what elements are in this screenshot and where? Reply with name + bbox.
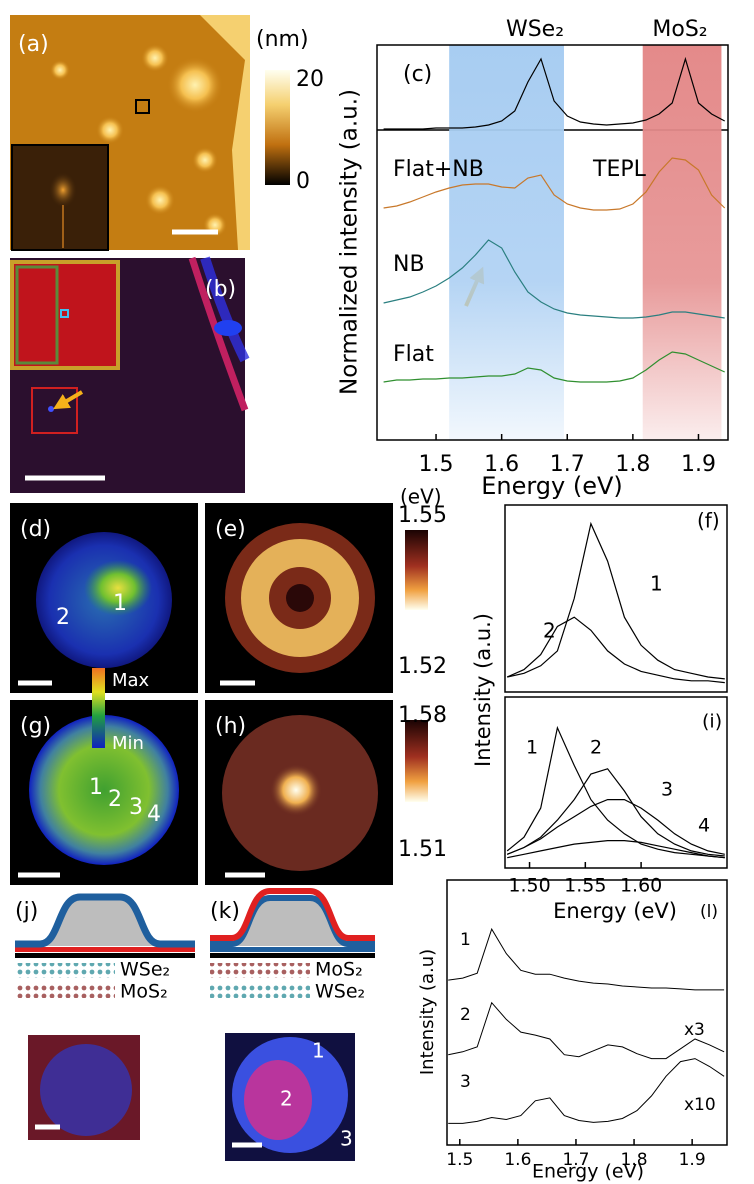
spectrum-line [506,616,725,684]
axis-frame [376,44,729,441]
point-label: 1 [89,775,103,800]
maps [10,503,428,885]
spectrum-line [507,521,725,680]
layer-label: MoS₂ [120,981,168,1003]
panel-label: (b) [205,277,236,302]
x-tick-label: 1.60 [620,875,662,897]
annotation: TEPL [592,157,647,182]
spectrum-line [448,927,725,991]
layer-label: WSe₂ [120,959,170,981]
annotation: WSe₂ [506,17,564,42]
scale-max: Max [112,670,150,691]
x-axis-label: Energy (eV) [532,1161,644,1183]
band [642,45,722,440]
series-label: 3 [661,779,673,801]
point-label: 4 [147,802,161,827]
x-tick-label: 1.9 [679,1150,706,1170]
panel-label: (c) [403,62,432,87]
spectrum-line [506,768,725,857]
panel-label: (k) [210,899,240,924]
scale-min: Min [112,733,144,754]
series-label: 3 [460,1072,471,1092]
spectrum-line [448,1001,725,1060]
spectrum-line [383,157,726,211]
colorbar [265,70,290,185]
spectrum-line [383,351,725,383]
scale-label: x3 [684,1020,705,1040]
panel-label: (d) [20,517,51,542]
panel-label: (a) [18,32,49,57]
series-label: 1 [526,737,538,759]
series-label: 2 [460,1005,471,1025]
y-axis-label: Intensity (a.u) [417,949,438,1075]
layer-label: MoS₂ [315,959,363,981]
axis-frame [504,696,728,869]
scale-label: x10 [684,1095,716,1115]
point-label: 1 [113,591,127,616]
x-tick-label: 1.7 [550,452,585,477]
x-axis-label: Energy (eV) [481,472,623,500]
x-tick-label: 1.8 [621,1150,648,1170]
x-tick-label: 1.5 [419,452,454,477]
layer-label: WSe₂ [315,981,365,1003]
annotation: MoS₂ [652,17,707,42]
series-label: 1 [650,572,663,596]
series-label: 4 [698,815,710,837]
series-label: 2 [590,737,602,759]
panel-label: (i) [702,711,722,733]
point-label: 2 [280,1087,293,1111]
point-label: 2 [108,787,122,812]
spectrum-line [383,56,725,130]
axis-frame [504,504,728,693]
y-axis-label: Normalized intensity (a.u.) [337,89,363,395]
series-label: 2 [543,619,556,643]
x-axis-label: Energy (eV) [553,899,677,923]
spectrum-line [448,1058,725,1124]
colorbar-max: 20 [296,67,324,92]
afm-image [10,15,250,251]
series-label: NB [393,252,425,277]
spectrum-line [507,840,725,859]
series-label: 1 [460,930,471,950]
x-tick-label: 1.6 [484,452,519,477]
spectrum-line [383,239,725,319]
spectrum-line [506,725,725,859]
x-tick-label: 1.50 [508,875,550,897]
colorbar-min: 0 [296,169,310,194]
axis-frame [446,879,728,1146]
panel-label: (h) [215,714,246,739]
colorbar-min: 1.51 [398,837,447,862]
x-tick-label: 1.8 [615,452,650,477]
point-label: 3 [129,795,143,820]
x-tick-label: 1.7 [562,1150,589,1170]
x-tick-label: 1.6 [504,1150,531,1170]
colorbar-min: 1.52 [398,654,447,679]
colorbar-max: 1.58 [398,703,447,728]
panel-label: (l) [700,902,718,922]
x-tick-label: 1.5 [446,1150,473,1170]
panel-label: (g) [20,714,51,739]
point-label: 2 [56,605,70,630]
colorbar-unit: (eV) [400,485,442,509]
panel-label: (j) [15,899,38,924]
series-label: Flat [393,342,434,367]
panel-label: (e) [215,517,246,542]
band [449,45,564,440]
colorbar-max: 1.55 [398,503,447,528]
colorbar-unit: (nm) [256,27,309,52]
point-label: 3 [340,1127,353,1151]
schematics [15,888,375,1161]
x-tick-label: 1.55 [564,875,606,897]
panel-label: (f) [697,509,720,533]
pl-map [10,256,250,493]
series-label: Flat+NB [393,157,484,182]
point-label: 1 [312,1039,325,1063]
y-axis-label: Intensity (a.u.) [471,613,495,767]
spectrum-line [506,799,725,855]
x-tick-label: 1.9 [681,452,716,477]
